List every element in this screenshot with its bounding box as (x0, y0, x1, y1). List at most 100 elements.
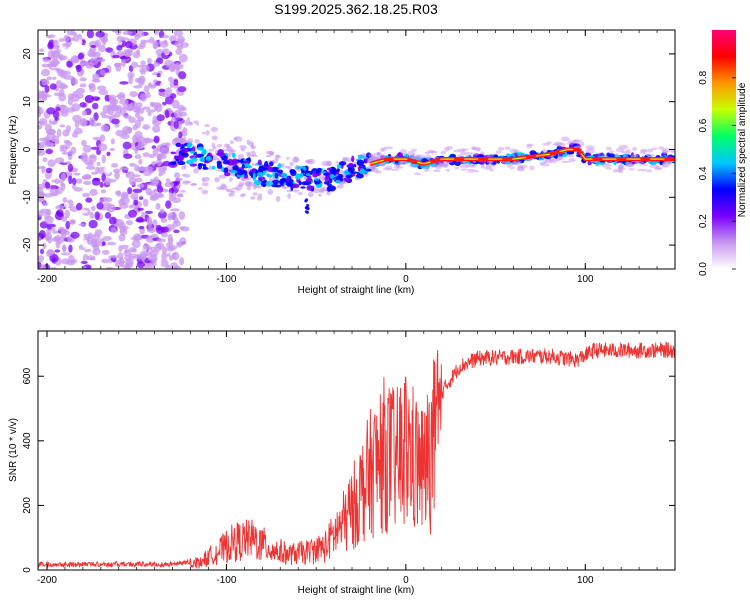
spectrogram-cell (104, 165, 112, 174)
spectrogram-cell (104, 212, 111, 219)
spectrogram-cell (161, 252, 168, 260)
spectrogram-cell (418, 154, 426, 159)
spectrogram-cell (585, 145, 595, 151)
spectrogram-cell (237, 169, 244, 176)
spectrogram-cell (146, 109, 156, 113)
spectrogram-cell (81, 139, 87, 147)
spectrogram-cell (104, 94, 110, 102)
spectrogram-cell (230, 190, 235, 197)
spectrogram-cell (202, 166, 209, 170)
spectrogram-cell (640, 148, 648, 153)
spectrogram-cell (134, 119, 141, 129)
spectrogram-cell (133, 199, 139, 206)
spectrogram-cell (47, 226, 52, 230)
spectrogram-cell (156, 73, 161, 78)
spectrogram-cell (144, 39, 151, 43)
spectrogram-cell (143, 137, 151, 143)
spectrogram-cell (54, 157, 65, 164)
spectrogram-cell (399, 149, 408, 154)
spectrogram-cell (119, 107, 127, 116)
spectrogram-cell (110, 255, 119, 259)
spectrogram-cell (142, 106, 151, 110)
spectrogram-cell (39, 208, 50, 214)
spectrogram-cell (132, 188, 143, 193)
spectrogram-cell (54, 178, 60, 185)
spectrogram-cell (100, 124, 109, 132)
spectrogram-cell (95, 166, 100, 174)
spectrogram-cell (70, 77, 79, 86)
spectrogram-cell (282, 186, 290, 189)
spectrogram-cell (444, 147, 450, 152)
spectrogram-cell (89, 211, 95, 219)
spectrogram-cell (511, 160, 522, 165)
spectrogram-cell (566, 142, 576, 145)
spectrogram-cell (168, 187, 175, 194)
spectrogram-cell (40, 248, 44, 255)
spectrogram-cell (45, 148, 53, 155)
spectrogram-cell (85, 197, 93, 203)
spectrogram-cell (280, 173, 286, 177)
spectrogram-cell (246, 139, 251, 145)
spectrogram-cell (210, 126, 218, 133)
spectrogram-cell (338, 161, 347, 166)
spectrogram-cell (190, 157, 198, 162)
spectrogram-cell (75, 64, 82, 73)
spectrogram-cell (143, 85, 150, 93)
spectrogram-cell (96, 122, 102, 126)
spectrogram-cell (264, 161, 269, 168)
spectrogram-cell (241, 193, 247, 196)
spectrogram-cell (291, 183, 300, 189)
spectrogram-cell (76, 87, 86, 94)
spectrogram-cell (82, 192, 90, 198)
spectrogram-cell (194, 139, 200, 144)
spectrogram-cell (376, 153, 386, 159)
spectrogram-cell (217, 149, 224, 155)
spectrogram-cell (307, 191, 314, 198)
spectrogram-cell (158, 88, 166, 93)
spectrogram-cell (61, 172, 67, 182)
spectrogram-cell (276, 169, 284, 174)
spectrogram-cell (414, 172, 421, 176)
spectrogram-cell (88, 84, 96, 92)
spectrogram-cell (89, 188, 98, 196)
spectrogram-cell (460, 150, 467, 156)
spectrogram-cell (111, 118, 120, 125)
spectrogram-cell (39, 197, 45, 203)
spectrogram-x-axis-title: Height of straight line (km) (298, 285, 415, 296)
spectrogram-cell (71, 57, 80, 64)
spectrogram-cell (142, 152, 150, 158)
spectrogram-cell (59, 82, 66, 90)
spectrogram-cell (179, 226, 185, 230)
spectrogram-cell (216, 162, 223, 169)
spectrogram-cell (135, 30, 144, 38)
spectrogram-cell (156, 238, 166, 243)
spectrogram-cell (293, 189, 299, 193)
spectrogram-cell (64, 146, 71, 149)
spectrogram-cell (142, 264, 150, 269)
spectrogram-cell (178, 153, 182, 160)
spectrogram-cell (65, 125, 71, 133)
spectrogram-cell (99, 181, 104, 188)
spectrogram-cell (101, 154, 107, 164)
spectrogram-cell (305, 178, 313, 183)
spectrogram-cell (224, 172, 231, 177)
spectrogram-cell (335, 161, 339, 164)
spectrogram-cell (250, 154, 259, 158)
spectrogram-cell (130, 237, 140, 241)
spectrogram-cell (290, 169, 297, 177)
spectrogram-cell (208, 165, 212, 171)
spectrogram-cell (495, 150, 502, 154)
spectrogram-cell (567, 154, 574, 158)
spectrogram-cell (183, 143, 187, 147)
spectrogram-cell (111, 163, 119, 168)
spectrogram-cell (614, 153, 620, 158)
spectrogram-cell (271, 167, 278, 173)
spectrogram-cell (249, 169, 257, 173)
spectrogram-cell (52, 110, 60, 119)
spectrogram-cell (173, 79, 179, 86)
spectrogram-cell (300, 186, 306, 189)
spectrogram-cell (146, 49, 152, 55)
spectrogram-cell (198, 163, 204, 167)
spectrogram-cell (274, 172, 279, 179)
spectrogram-cell (336, 168, 340, 173)
